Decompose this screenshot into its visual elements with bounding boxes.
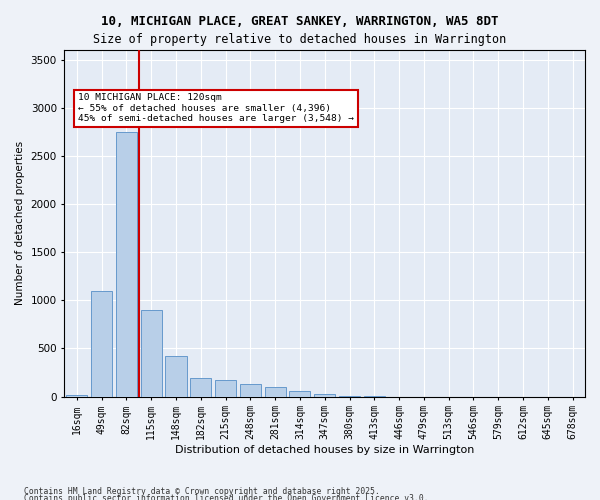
Bar (166, 356, 187, 397)
Bar (215, 380, 236, 396)
Bar (116, 132, 137, 396)
Text: Size of property relative to detached houses in Warrington: Size of property relative to detached ho… (94, 32, 506, 46)
Text: 10 MICHIGAN PLACE: 120sqm
← 55% of detached houses are smaller (4,396)
45% of se: 10 MICHIGAN PLACE: 120sqm ← 55% of detac… (78, 94, 354, 123)
Bar (314, 394, 335, 396)
Bar (67, 394, 88, 396)
Bar (91, 290, 112, 397)
Bar (190, 378, 211, 396)
Text: Contains public sector information licensed under the Open Government Licence v3: Contains public sector information licen… (24, 494, 428, 500)
Bar (140, 310, 162, 396)
Text: Contains HM Land Registry data © Crown copyright and database right 2025.: Contains HM Land Registry data © Crown c… (24, 487, 380, 496)
Text: 10, MICHIGAN PLACE, GREAT SANKEY, WARRINGTON, WA5 8DT: 10, MICHIGAN PLACE, GREAT SANKEY, WARRIN… (101, 15, 499, 28)
Bar (240, 384, 261, 396)
Bar (265, 387, 286, 396)
X-axis label: Distribution of detached houses by size in Warrington: Distribution of detached houses by size … (175, 445, 475, 455)
Bar (289, 392, 310, 396)
Y-axis label: Number of detached properties: Number of detached properties (15, 141, 25, 306)
